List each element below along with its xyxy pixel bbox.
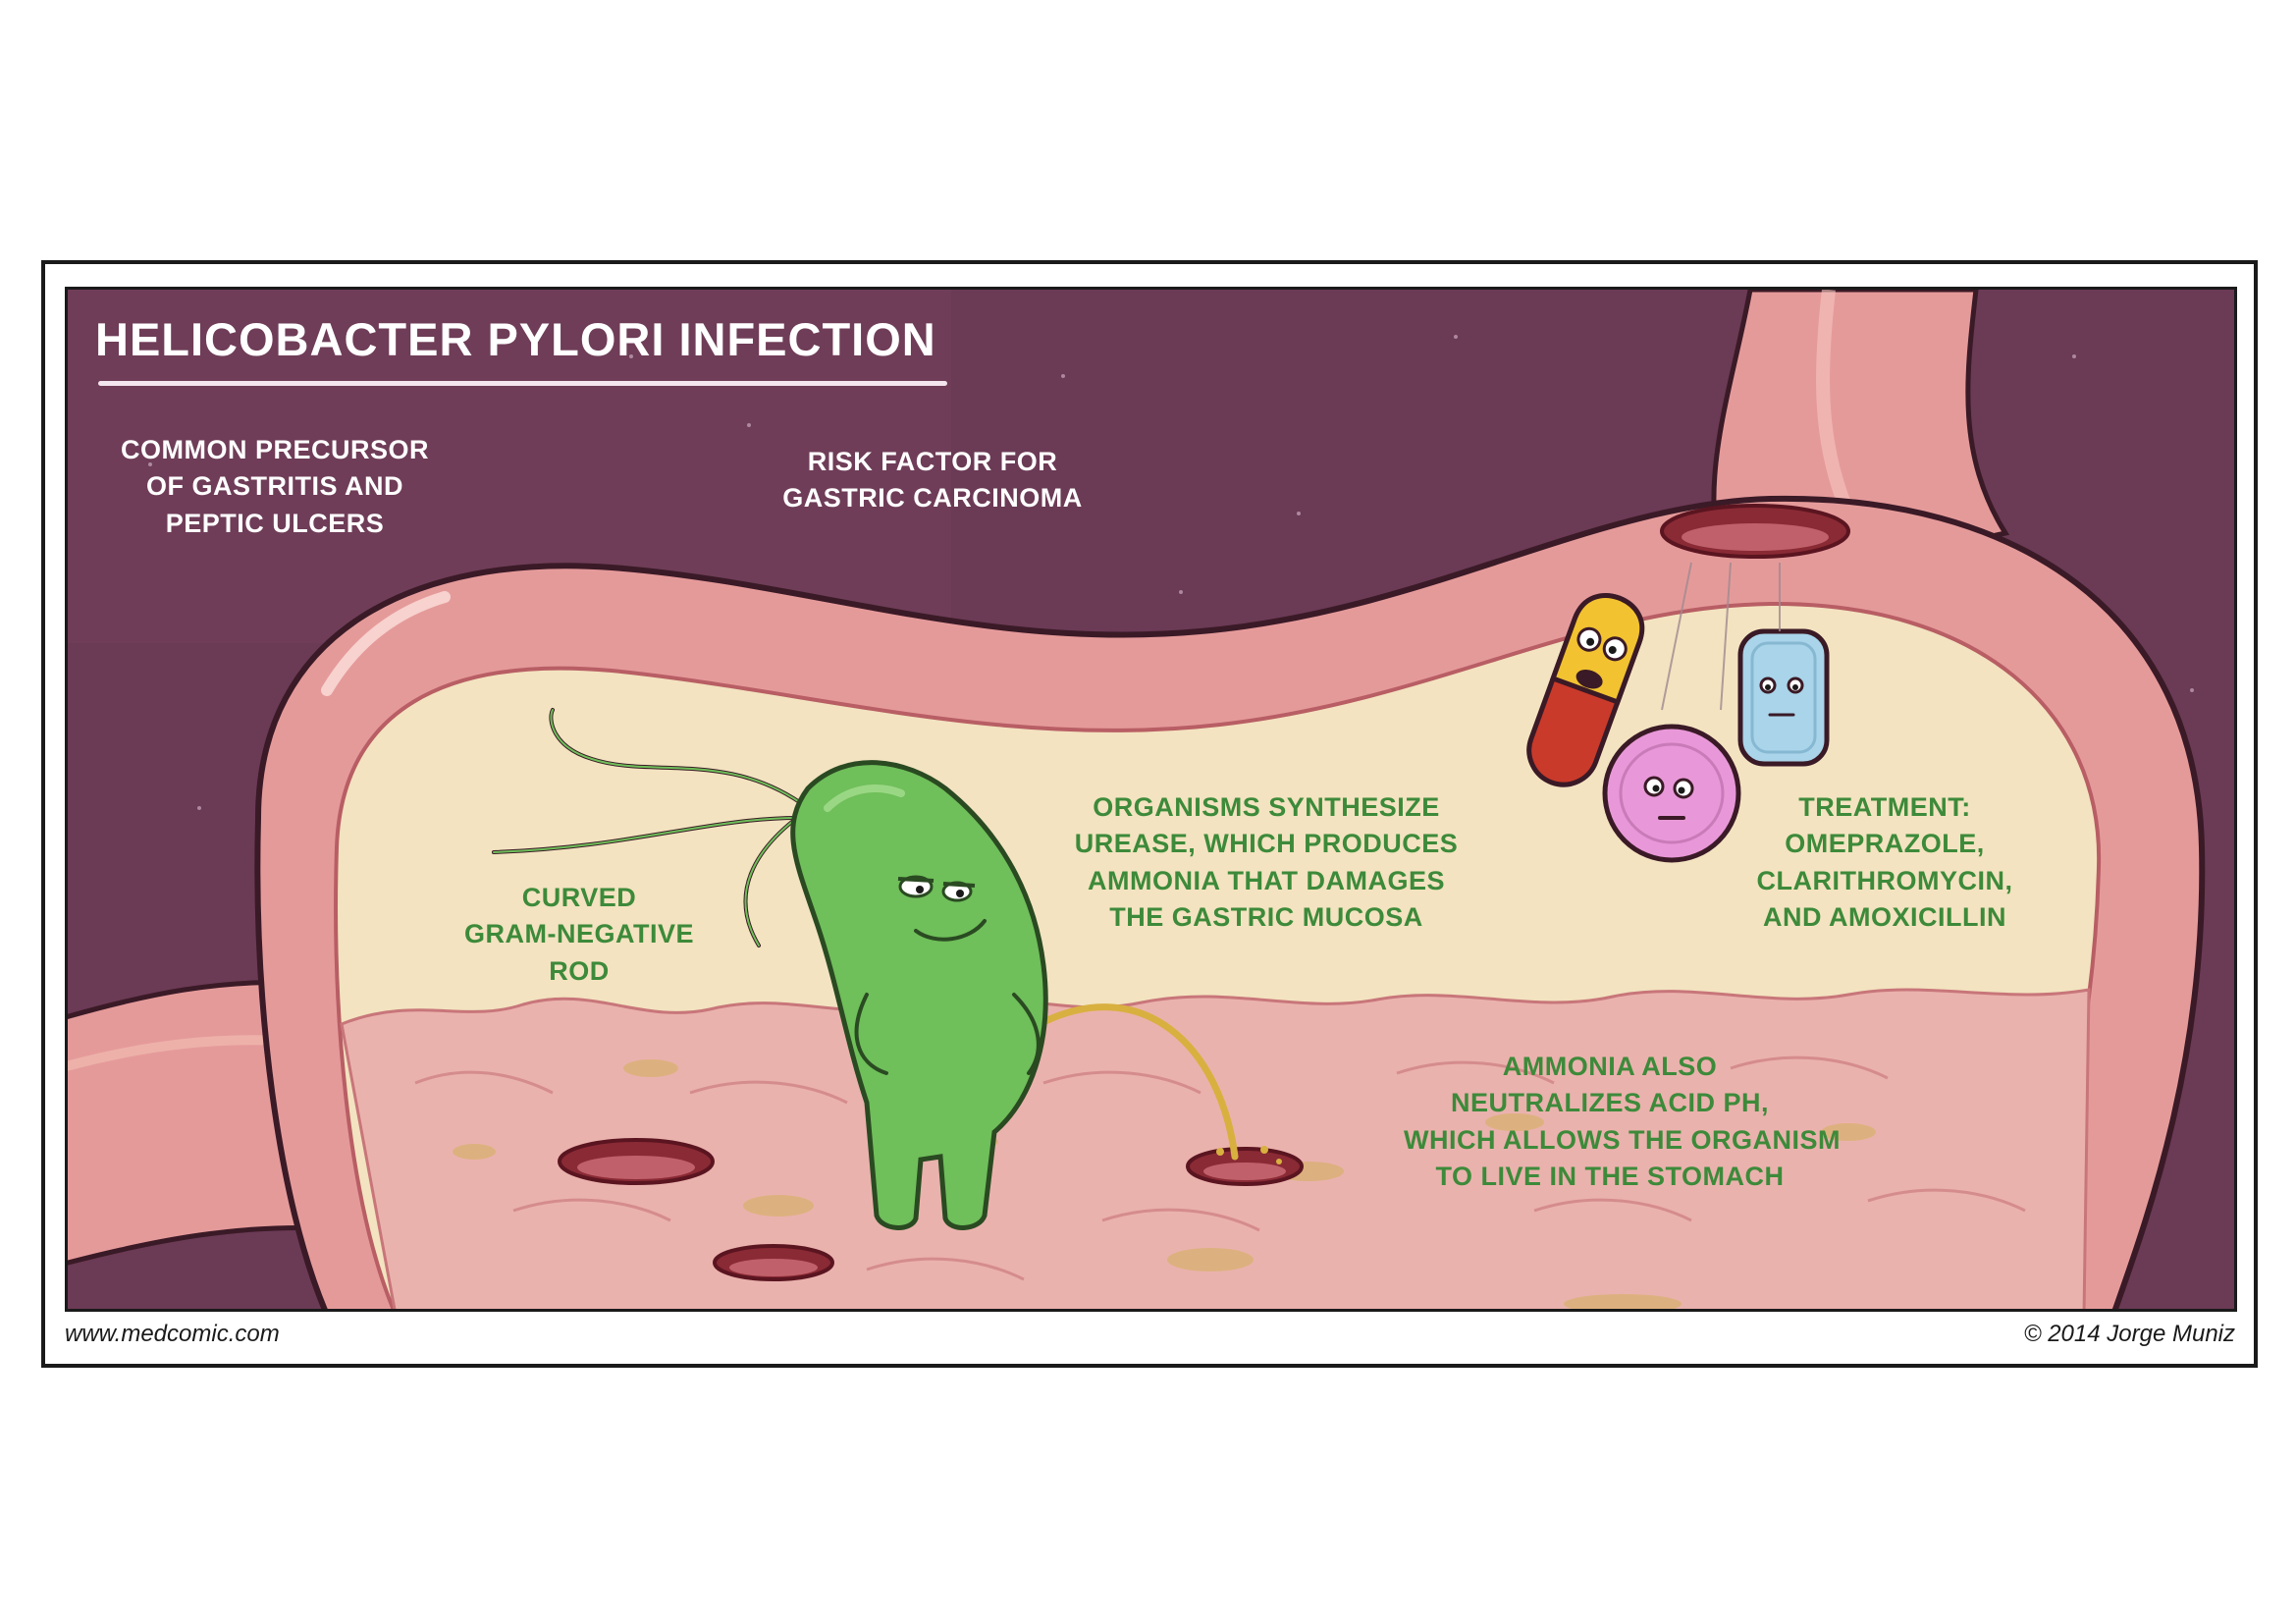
gastric-mucosa	[340, 988, 2091, 1309]
pill-motion-lines	[1661, 562, 1781, 711]
caption-treatment-line: OMEPRAZOLE,	[1785, 829, 1985, 859]
caption-ammonia-line: TO LIVE IN THE STOMACH	[1435, 1161, 1785, 1191]
ulcer-craters	[558, 504, 1850, 1281]
bacterium-body	[790, 760, 1048, 1230]
yellow-red-capsule-pill	[1526, 593, 1645, 787]
page-title: HELICOBACTER PYLORI INFECTION	[95, 313, 936, 365]
caption-precursor: COMMON PRECURSOR OF GASTRITIS AND PEPTIC…	[108, 432, 442, 542]
caption-risk-line: GASTRIC CARCINOMA	[782, 483, 1083, 514]
caption-precursor-line: COMMON PRECURSOR	[120, 435, 429, 464]
mucosa-folds	[414, 1055, 2026, 1281]
caption-risk-line: RISK FACTOR FOR	[807, 447, 1058, 476]
caption-ammonia-line: NEUTRALIZES ACID PH,	[1450, 1088, 1769, 1118]
caption-rod-line: ROD	[549, 955, 610, 986]
caption-ammonia-line: AMMONIA ALSO	[1502, 1052, 1718, 1081]
caption-treatment-line: TREATMENT:	[1798, 792, 1971, 822]
copyright-credit: © 2014 Jorge Muniz	[2023, 1321, 2235, 1347]
ammonia-splash	[1216, 1146, 1282, 1164]
caption-urease-line: AMMONIA THAT DAMAGES	[1088, 865, 1445, 895]
title-underline	[98, 381, 947, 386]
caption-ammonia: AMMONIA ALSO NEUTRALIZES ACID PH, WHICH …	[1404, 1049, 1841, 1195]
blue-tablet-pill	[1737, 628, 1830, 767]
caption-ammonia-line: WHICH ALLOWS THE ORGANISM	[1404, 1124, 1841, 1155]
caption-precursor-line: PEPTIC ULCERS	[165, 508, 385, 538]
helicobacter-bacterium	[790, 760, 1048, 1230]
caption-rod: CURVED GRAM-NEGATIVE ROD	[442, 880, 717, 990]
caption-rod-line: CURVED	[521, 883, 637, 912]
website-credit-link[interactable]: www.medcomic.com	[65, 1321, 280, 1347]
pink-round-pill	[1602, 724, 1741, 863]
caption-treatment-line: AND AMOXICILLIN	[1763, 901, 2006, 932]
ammonia-stream	[1040, 1003, 1239, 1161]
caption-rod-line: GRAM-NEGATIVE	[464, 919, 694, 949]
bacterium-mouth	[914, 919, 987, 942]
caption-precursor-line: OF GASTRITIS AND	[146, 471, 403, 502]
caption-urease-line: ORGANISMS SYNTHESIZE	[1093, 792, 1440, 822]
caption-risk-factor: RISK FACTOR FOR GASTRIC CARCINOMA	[766, 444, 1099, 517]
caption-urease-line: THE GASTRIC MUCOSA	[1109, 901, 1423, 932]
caption-treatment: TREATMENT: OMEPRAZOLE, CLARITHROMYCIN, A…	[1737, 789, 2032, 936]
wall-highlight	[321, 591, 451, 696]
stomach-illustration	[68, 290, 2234, 1309]
caption-urease: ORGANISMS SYNTHESIZE UREASE, WHICH PRODU…	[1070, 789, 1463, 936]
comic-artwork	[65, 287, 2237, 1312]
caption-treatment-line: CLARITHROMYCIN,	[1756, 865, 2013, 895]
caption-urease-line: UREASE, WHICH PRODUCES	[1074, 829, 1459, 859]
